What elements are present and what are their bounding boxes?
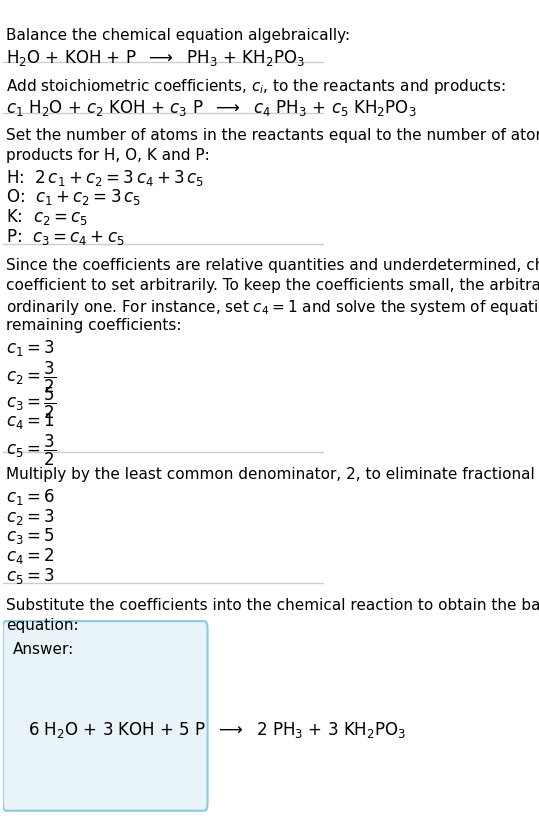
- Text: Substitute the coefficients into the chemical reaction to obtain the balanced: Substitute the coefficients into the che…: [6, 598, 539, 613]
- Text: H:  $2\,c_1 + c_2 = 3\,c_4 + 3\,c_5$: H: $2\,c_1 + c_2 = 3\,c_4 + 3\,c_5$: [6, 168, 204, 188]
- Text: $c_4 = 1$: $c_4 = 1$: [6, 411, 54, 431]
- Text: $c_2 = 3$: $c_2 = 3$: [6, 506, 54, 526]
- Text: Answer:: Answer:: [12, 642, 74, 657]
- Text: $c_3 = 5$: $c_3 = 5$: [6, 526, 54, 546]
- Text: Set the number of atoms in the reactants equal to the number of atoms in the: Set the number of atoms in the reactants…: [6, 128, 539, 143]
- Text: $c_4 = 2$: $c_4 = 2$: [6, 546, 54, 566]
- Text: 6 H$_2$O + 3 KOH + 5 P  $\longrightarrow$  2 PH$_3$ + 3 KH$_2$PO$_3$: 6 H$_2$O + 3 KOH + 5 P $\longrightarrow$…: [29, 720, 406, 740]
- Text: $c_3 = \dfrac{5}{2}$: $c_3 = \dfrac{5}{2}$: [6, 385, 56, 421]
- Text: $c_1$ H$_2$O + $c_2$ KOH + $c_3$ P  $\longrightarrow$  $c_4$ PH$_3$ + $c_5$ KH$_: $c_1$ H$_2$O + $c_2$ KOH + $c_3$ P $\lon…: [6, 98, 417, 118]
- Text: $c_1 = 6$: $c_1 = 6$: [6, 486, 55, 507]
- Text: O:  $c_1 + c_2 = 3\,c_5$: O: $c_1 + c_2 = 3\,c_5$: [6, 188, 141, 208]
- Text: K:  $c_2 = c_5$: K: $c_2 = c_5$: [6, 208, 88, 227]
- Text: Balance the chemical equation algebraically:: Balance the chemical equation algebraica…: [6, 27, 350, 42]
- Text: products for H, O, K and P:: products for H, O, K and P:: [6, 148, 210, 163]
- Text: Multiply by the least common denominator, 2, to eliminate fractional coefficient: Multiply by the least common denominator…: [6, 467, 539, 482]
- Text: coefficient to set arbitrarily. To keep the coefficients small, the arbitrary va: coefficient to set arbitrarily. To keep …: [6, 278, 539, 293]
- Text: $c_1 = 3$: $c_1 = 3$: [6, 338, 54, 358]
- Text: $c_2 = \dfrac{3}{2}$: $c_2 = \dfrac{3}{2}$: [6, 359, 56, 395]
- Text: remaining coefficients:: remaining coefficients:: [6, 318, 182, 333]
- Text: equation:: equation:: [6, 618, 79, 632]
- Text: $c_5 = 3$: $c_5 = 3$: [6, 566, 54, 586]
- Text: Since the coefficients are relative quantities and underdetermined, choose a: Since the coefficients are relative quan…: [6, 258, 539, 273]
- Text: H$_2$O + KOH + P  $\longrightarrow$  PH$_3$ + KH$_2$PO$_3$: H$_2$O + KOH + P $\longrightarrow$ PH$_3…: [6, 48, 305, 68]
- Text: $c_5 = \dfrac{3}{2}$: $c_5 = \dfrac{3}{2}$: [6, 433, 56, 468]
- Text: ordinarily one. For instance, set $c_4 = 1$ and solve the system of equations fo: ordinarily one. For instance, set $c_4 =…: [6, 298, 539, 317]
- Text: P:  $c_3 = c_4 + c_5$: P: $c_3 = c_4 + c_5$: [6, 227, 125, 247]
- FancyBboxPatch shape: [3, 621, 208, 811]
- Text: Add stoichiometric coefficients, $c_i$, to the reactants and products:: Add stoichiometric coefficients, $c_i$, …: [6, 77, 506, 96]
